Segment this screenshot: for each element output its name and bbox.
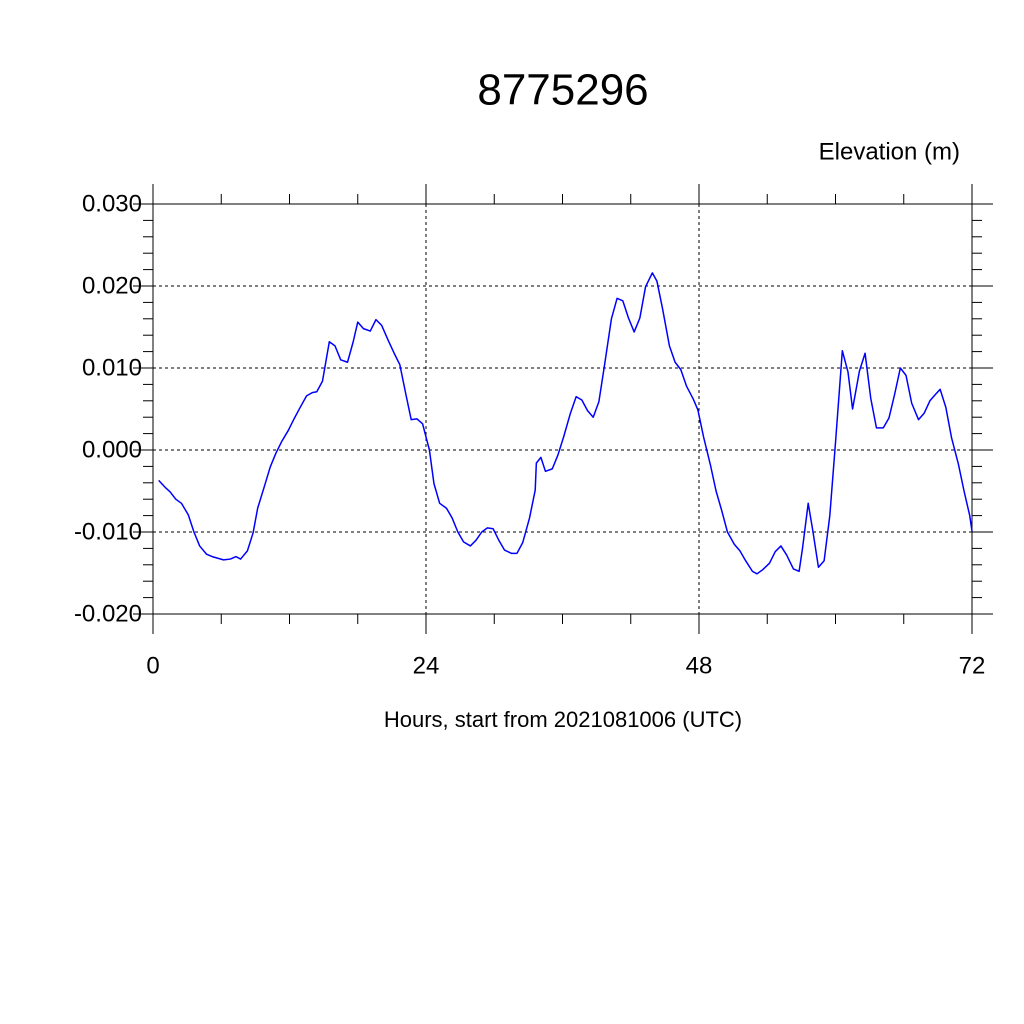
x-axis-label: Hours, start from 2021081006 (UTC) [384,707,742,732]
chart-subtitle: Elevation (m) [819,138,960,165]
y-tick-label: 0.010 [82,354,142,381]
chart-title: 8775296 [477,66,648,115]
plot-frame [152,203,973,615]
y-tick-label: -0.010 [74,518,142,545]
x-tick-label: 72 [959,652,986,679]
y-tick-label: -0.020 [74,600,142,627]
x-tick-label: 24 [413,652,440,679]
data-line [158,272,973,575]
y-tick-label: 0.020 [82,272,142,299]
x-tick-label: 0 [146,652,159,679]
y-tick-label: 0.030 [82,190,142,217]
y-tick-label: 0.000 [82,436,142,463]
x-tick-label: 48 [686,652,713,679]
